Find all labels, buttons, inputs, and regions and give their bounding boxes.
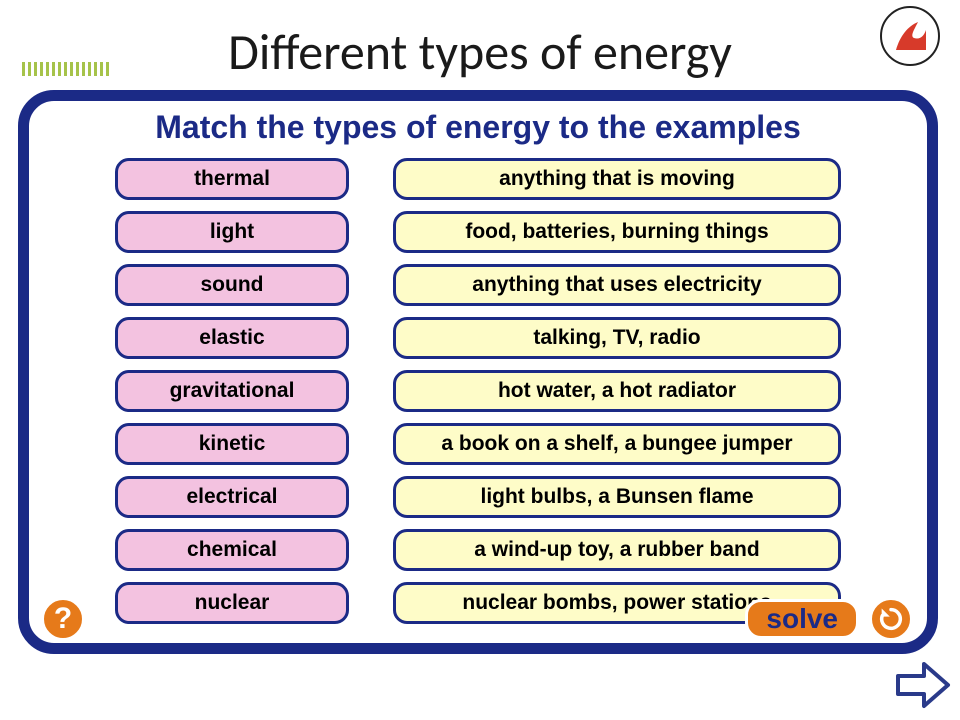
energy-type-pill[interactable]: elastic — [115, 317, 349, 359]
next-button[interactable] — [892, 658, 952, 712]
solve-group: solve — [745, 597, 913, 641]
energy-type-pill[interactable]: kinetic — [115, 423, 349, 465]
example-pill[interactable]: light bulbs, a Bunsen flame — [393, 476, 841, 518]
energy-type-pill[interactable]: light — [115, 211, 349, 253]
example-pill[interactable]: anything that is moving — [393, 158, 841, 200]
help-button[interactable]: ? — [41, 597, 85, 641]
undo-icon — [877, 605, 905, 633]
examples-column: anything that is moving food, batteries,… — [393, 158, 841, 624]
example-pill[interactable]: a book on a shelf, a bungee jumper — [393, 423, 841, 465]
activity-toolbar: ? solve — [29, 591, 927, 647]
activity-subtitle: Match the types of energy to the example… — [29, 109, 927, 146]
page-title: Different types of energy — [0, 22, 960, 83]
arrow-right-icon — [892, 658, 952, 712]
energy-type-pill[interactable]: chemical — [115, 529, 349, 571]
example-pill[interactable]: talking, TV, radio — [393, 317, 841, 359]
solve-button-label: solve — [766, 603, 838, 635]
energy-type-pill[interactable]: electrical — [115, 476, 349, 518]
energy-type-pill[interactable]: gravitational — [115, 370, 349, 412]
energy-types-column: thermal light sound elastic gravitationa… — [115, 158, 349, 624]
solve-button[interactable]: solve — [745, 599, 859, 639]
reset-button[interactable] — [869, 597, 913, 641]
energy-type-pill[interactable]: sound — [115, 264, 349, 306]
example-pill[interactable]: hot water, a hot radiator — [393, 370, 841, 412]
help-icon: ? — [54, 602, 72, 636]
match-columns: thermal light sound elastic gravitationa… — [29, 158, 927, 624]
energy-type-pill[interactable]: thermal — [115, 158, 349, 200]
activity-frame: Match the types of energy to the example… — [18, 90, 938, 654]
example-pill[interactable]: food, batteries, burning things — [393, 211, 841, 253]
example-pill[interactable]: anything that uses electricity — [393, 264, 841, 306]
example-pill[interactable]: a wind-up toy, a rubber band — [393, 529, 841, 571]
